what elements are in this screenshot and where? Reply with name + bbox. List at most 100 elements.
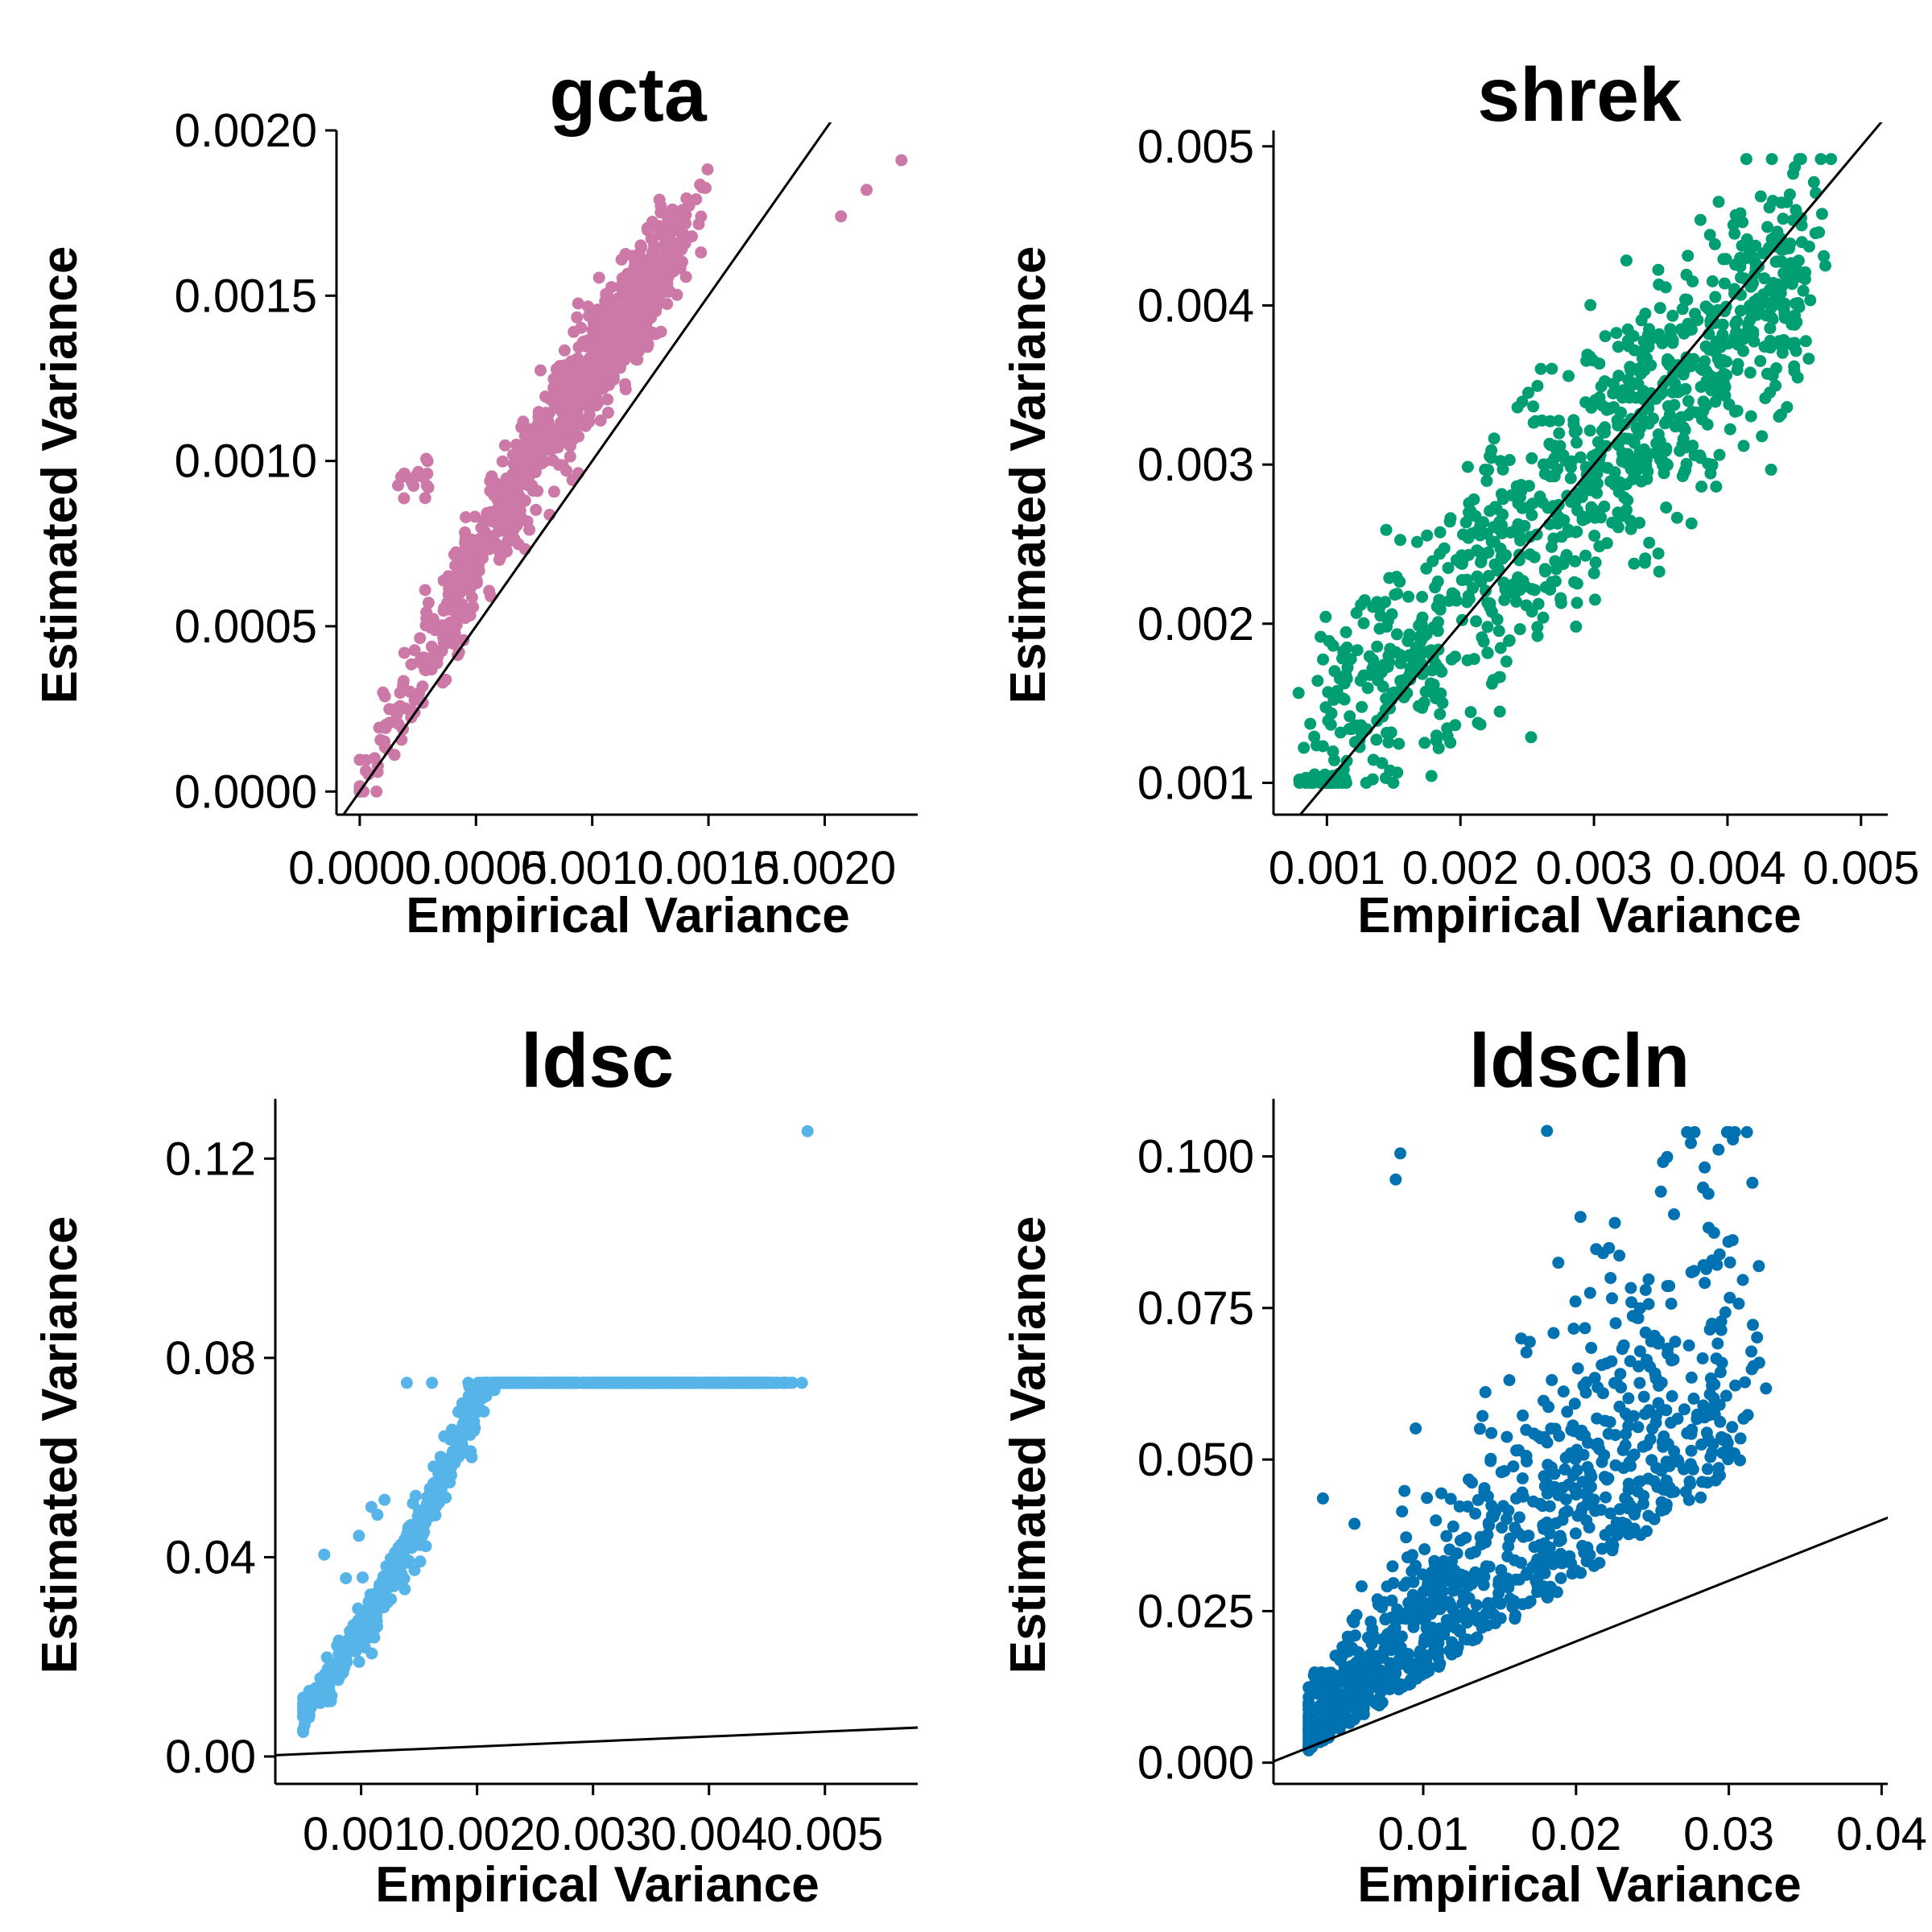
data-point [1666, 1389, 1678, 1402]
data-point [512, 489, 525, 502]
data-point [1665, 1416, 1678, 1429]
data-point [1707, 1438, 1719, 1451]
data-point [1628, 1448, 1641, 1461]
data-point [1704, 1451, 1717, 1463]
data-point [1380, 523, 1393, 536]
data-point [1642, 1273, 1655, 1286]
data-point [1652, 547, 1665, 560]
data-point [1372, 1653, 1385, 1666]
data-point [1542, 1550, 1554, 1563]
data-point [1589, 556, 1602, 569]
data-point [1765, 463, 1777, 476]
data-point [1545, 1422, 1558, 1435]
data-point [1687, 353, 1700, 365]
data-point [556, 407, 569, 419]
data-point [1360, 1685, 1373, 1698]
data-point [1633, 444, 1646, 457]
data-point [378, 1597, 390, 1610]
data-point [1425, 770, 1438, 782]
data-point [489, 514, 502, 527]
data-point [1542, 1459, 1554, 1472]
data-point [1467, 582, 1480, 594]
data-point [1776, 346, 1789, 359]
data-point [1612, 521, 1624, 534]
data-point [1654, 1185, 1667, 1198]
data-point [742, 1377, 755, 1389]
data-point [1436, 696, 1449, 709]
data-point [1736, 1274, 1749, 1286]
data-point [470, 574, 483, 587]
data-point [438, 1430, 451, 1443]
data-point [676, 204, 689, 217]
data-point [1462, 531, 1475, 544]
data-point [1724, 1256, 1736, 1269]
data-point [1544, 470, 1557, 483]
data-point [448, 1430, 460, 1443]
data-point [1373, 1699, 1385, 1711]
y-axis-label: Estimated Variance [1001, 1216, 1056, 1674]
data-point [1682, 250, 1695, 262]
data-point [1479, 463, 1492, 476]
data-point [1428, 1554, 1441, 1567]
data-point [1661, 356, 1674, 369]
data-point [450, 547, 463, 560]
data-point [353, 1655, 365, 1668]
data-point [1421, 529, 1434, 542]
data-point [1599, 421, 1612, 434]
data-point [1430, 729, 1443, 742]
data-point [466, 1394, 479, 1407]
data-point [1668, 398, 1681, 411]
data-point [1558, 1463, 1571, 1476]
data-point [1531, 1586, 1544, 1599]
data-point [1368, 664, 1381, 676]
data-point [1334, 672, 1346, 685]
data-point [1579, 549, 1592, 562]
x-tick-label: 0.0000 [288, 842, 431, 894]
data-point [1546, 576, 1558, 588]
data-point [1622, 1420, 1635, 1432]
data-point [605, 281, 618, 294]
data-point [1433, 1658, 1446, 1671]
data-point [1356, 700, 1368, 713]
data-point [1744, 410, 1757, 423]
data-point [1652, 428, 1665, 441]
data-point [1307, 1669, 1320, 1682]
data-point [357, 1571, 369, 1584]
data-point [1501, 1430, 1513, 1443]
data-point [1818, 250, 1831, 262]
y-tick-label: 0.0020 [175, 105, 317, 157]
data-point [1544, 457, 1557, 469]
data-point [1701, 1463, 1714, 1476]
data-point [1510, 1492, 1522, 1505]
data-point [1637, 1497, 1649, 1510]
data-point [1416, 591, 1429, 603]
data-point [353, 1530, 365, 1542]
data-point [1611, 1377, 1624, 1389]
data-point [1557, 1385, 1570, 1398]
data-point [1484, 1452, 1497, 1465]
data-point [1681, 1125, 1694, 1138]
data-point [1455, 557, 1468, 570]
data-point [1402, 634, 1414, 647]
data-point [1355, 727, 1368, 739]
data-point [572, 297, 584, 310]
data-point [483, 543, 496, 555]
data-point [507, 469, 520, 481]
data-point [1633, 517, 1646, 529]
data-point [1509, 1612, 1521, 1625]
data-point [422, 481, 435, 494]
data-point [1684, 1478, 1697, 1490]
data-point [530, 444, 543, 456]
data-point [1446, 587, 1459, 600]
data-point [1697, 1399, 1710, 1412]
data-point [367, 1620, 380, 1633]
data-point [1317, 653, 1329, 666]
y-axis-label: Estimated Variance [32, 246, 88, 704]
x-axis-label: Empirical Variance [1357, 1857, 1801, 1913]
data-point [1509, 1573, 1522, 1586]
data-point [1298, 741, 1311, 754]
x-tick-label: 0.02 [1530, 1808, 1621, 1860]
data-point [546, 1377, 559, 1389]
